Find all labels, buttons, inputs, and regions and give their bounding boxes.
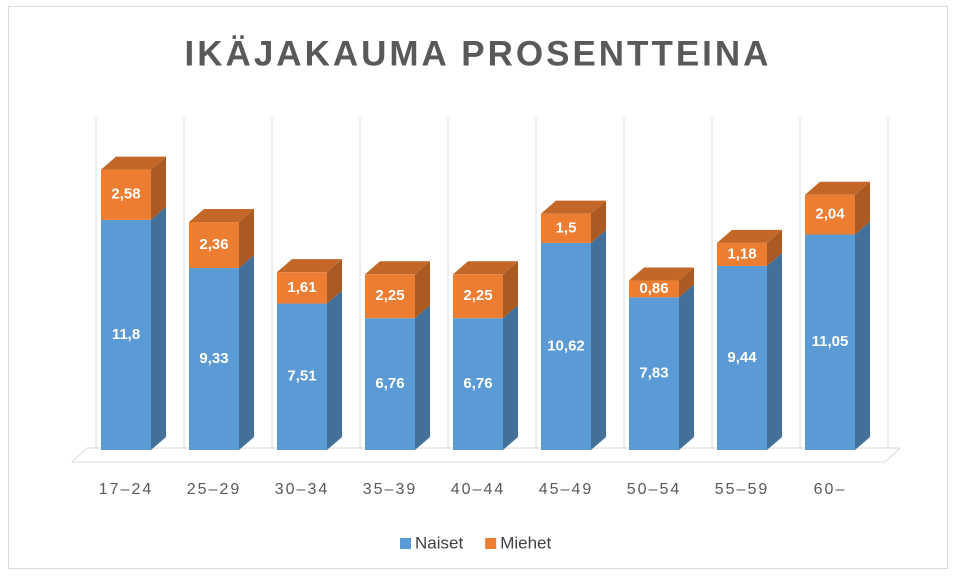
bar-top	[541, 200, 606, 214]
bar	[453, 318, 503, 450]
back-wall	[95, 118, 889, 448]
bar	[541, 242, 591, 450]
bar-top	[365, 261, 430, 275]
data-label: 9,33	[199, 350, 228, 367]
bar-side	[415, 305, 430, 450]
bar	[629, 280, 679, 298]
bar-side	[327, 290, 342, 450]
legend-swatch	[485, 538, 497, 549]
bar	[805, 194, 855, 235]
bar	[189, 268, 239, 450]
data-label: 2,25	[463, 287, 492, 304]
data-label: 9,44	[727, 349, 757, 366]
data-label: 7,51	[287, 368, 316, 385]
data-label: 11,05	[812, 333, 849, 350]
bar-side	[503, 261, 518, 319]
bar-side	[591, 200, 606, 243]
bar-top	[717, 229, 782, 243]
bar-top	[189, 209, 254, 223]
data-label: 2,04	[815, 206, 845, 223]
bar-side	[591, 229, 606, 450]
bar	[101, 219, 151, 450]
data-label: 2,25	[375, 287, 404, 304]
bar-side	[503, 305, 518, 450]
bar-side	[239, 209, 254, 269]
bar	[277, 303, 327, 450]
bar	[277, 272, 327, 304]
data-label: 7,83	[639, 365, 668, 382]
bar-top	[629, 267, 694, 281]
bar	[453, 274, 503, 319]
data-label: 10,62	[547, 337, 585, 354]
chart-title: IKÄJAKAUMA PROSENTTEINA	[185, 34, 772, 73]
x-tick-label: 25–29	[187, 481, 242, 498]
data-label: 0,86	[639, 280, 668, 297]
data-label: 1,18	[727, 245, 756, 262]
legend-label: Miehet	[500, 533, 551, 552]
legend-swatch	[400, 538, 411, 549]
data-label: 6,76	[463, 375, 492, 392]
bar-side	[239, 255, 254, 450]
bar	[365, 274, 415, 319]
bar	[541, 213, 591, 243]
bar-side	[327, 259, 342, 304]
data-label: 2,36	[199, 236, 228, 253]
x-tick-label: 60–	[814, 481, 847, 498]
bar	[717, 265, 767, 450]
floor	[71, 447, 902, 463]
data-label: 6,76	[375, 375, 404, 392]
bar	[189, 222, 239, 269]
bar-side	[151, 206, 166, 450]
bar	[717, 242, 767, 266]
bar-side	[151, 156, 166, 220]
bar	[805, 234, 855, 450]
bar-side	[855, 181, 870, 235]
bar-side	[855, 221, 870, 450]
bar-top	[805, 181, 870, 195]
x-tick-label: 17–24	[99, 481, 154, 498]
bar	[365, 318, 415, 450]
x-tick-label: 45–49	[539, 481, 594, 498]
legend-label: Naiset	[415, 533, 463, 552]
data-label: 1,61	[287, 279, 316, 296]
bar-top	[101, 156, 166, 170]
data-label: 11,8	[112, 326, 140, 343]
bar	[629, 297, 679, 450]
bar-top	[277, 259, 342, 273]
bar-side	[415, 261, 430, 319]
x-tick-label: 40–44	[451, 481, 506, 498]
bar-side	[767, 229, 782, 266]
x-tick-label: 50–54	[627, 481, 682, 498]
bar	[101, 169, 151, 220]
x-tick-label: 35–39	[363, 481, 418, 498]
data-label: 1,5	[556, 219, 577, 236]
x-tick-label: 30–34	[275, 481, 330, 498]
bar-side	[679, 284, 694, 450]
bar-side	[767, 252, 782, 450]
data-label: 2,58	[111, 186, 140, 203]
bar-side	[679, 267, 694, 298]
bar-top	[453, 261, 518, 275]
x-tick-label: 55–59	[715, 481, 770, 498]
